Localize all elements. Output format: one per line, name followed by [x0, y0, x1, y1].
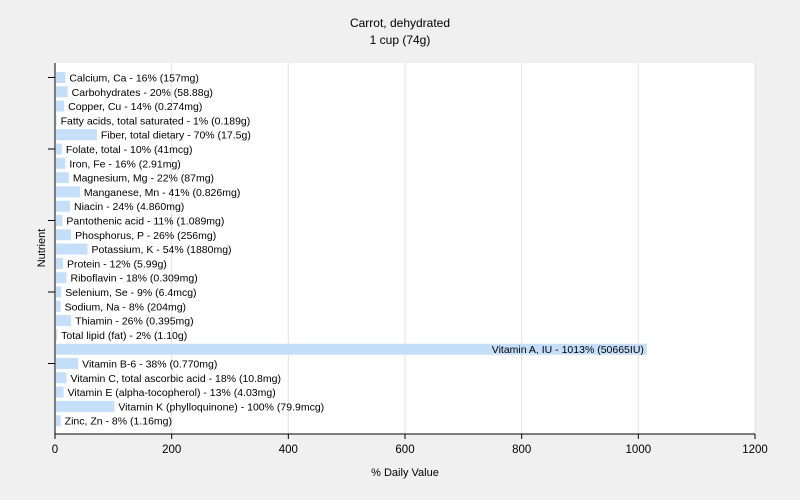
x-tick-label: 400 [279, 444, 298, 456]
chart-subtitle: 1 cup (74g) [370, 33, 431, 47]
bar [56, 329, 58, 341]
bar-label: Calcium, Ca - 16% (157mg) [69, 73, 199, 85]
x-tick-label: 800 [512, 444, 531, 456]
bar-label: Vitamin C, total ascorbic acid - 18% (10… [71, 373, 281, 385]
bar [56, 143, 62, 155]
x-axis-label: % Daily Value [371, 467, 439, 479]
bar [56, 315, 72, 327]
bar-label: Total lipid (fat) - 2% (1.10g) [61, 330, 187, 342]
bar [56, 157, 66, 169]
bar-label: Carbohydrates - 20% (58.88g) [72, 87, 213, 99]
bar-label: Thiamin - 26% (0.395mg) [75, 316, 193, 328]
bar [56, 300, 61, 312]
bar-label: Fatty acids, total saturated - 1% (0.189… [61, 115, 251, 127]
bar [56, 272, 67, 284]
bar-label: Zinc, Zn - 8% (1.16mg) [65, 416, 172, 428]
y-axis-ticks [48, 77, 55, 364]
bar [56, 415, 61, 427]
bar [56, 286, 62, 298]
bar-labels: Calcium, Ca - 16% (157mg) Carbohydrates -… [61, 73, 644, 428]
bar-label: Fiber, total dietary - 70% (17.5g) [101, 130, 251, 142]
bar [56, 100, 65, 112]
x-tick-label: 1000 [626, 444, 652, 456]
bar [56, 358, 79, 369]
bar [56, 343, 647, 355]
bar [56, 400, 115, 412]
bar-label: Niacin - 24% (4.860mg) [74, 201, 184, 213]
bar-label: Copper, Cu - 14% (0.274mg) [68, 101, 202, 113]
bar [56, 243, 88, 255]
bar [56, 386, 64, 398]
bar [56, 200, 70, 212]
bar [56, 86, 68, 98]
bar-label: Riboflavin - 18% (0.309mg) [71, 273, 198, 285]
bar-label: Protein - 12% (5.99g) [67, 258, 167, 270]
bar-label: Folate, total - 10% (41mcg) [66, 144, 193, 156]
bar [56, 114, 57, 126]
bar-label: Manganese, Mn - 41% (0.826mg) [84, 187, 240, 199]
bar-label: Magnesium, Mg - 22% (87mg) [73, 173, 214, 185]
bar-label: Vitamin B-6 - 38% (0.770mg) [82, 359, 217, 371]
grid-lines [171, 63, 756, 434]
bar [56, 229, 72, 241]
bar-label: Vitamin A, IU - 1013% (50665IU) [492, 344, 644, 356]
bar [56, 72, 66, 83]
x-tick-label: 1200 [742, 444, 768, 456]
bar [56, 129, 97, 141]
bar-label: Phosphorus, P - 26% (256mg) [75, 230, 216, 242]
bar [56, 372, 67, 384]
bar-label: Iron, Fe - 16% (2.91mg) [69, 158, 180, 170]
x-axis-ticks: 0 200 400 600 800 1000 1200 [52, 434, 768, 456]
bar-label: Pantothenic acid - 11% (1.089mg) [66, 216, 224, 228]
bar-label: Vitamin K (phylloquinone) - 100% (79.9mc… [118, 401, 324, 413]
bar [56, 257, 63, 269]
chart-title: Carrot, dehydrated [350, 16, 450, 30]
bar-label: Vitamin E (alpha-tocopherol) - 13% (4.03… [68, 387, 276, 399]
x-tick-label: 0 [52, 444, 58, 456]
bar [56, 186, 80, 198]
x-tick-label: 600 [395, 444, 414, 456]
bar-label: Sodium, Na - 8% (204mg) [65, 301, 186, 313]
x-tick-label: 200 [162, 444, 181, 456]
bar [56, 215, 63, 226]
bar-label: Potassium, K - 54% (1880mg) [92, 244, 232, 256]
bar-label: Selenium, Se - 9% (6.4mcg) [65, 287, 196, 299]
y-axis-label: Nutrient [36, 229, 48, 268]
bar [56, 172, 69, 184]
bars [56, 72, 647, 427]
